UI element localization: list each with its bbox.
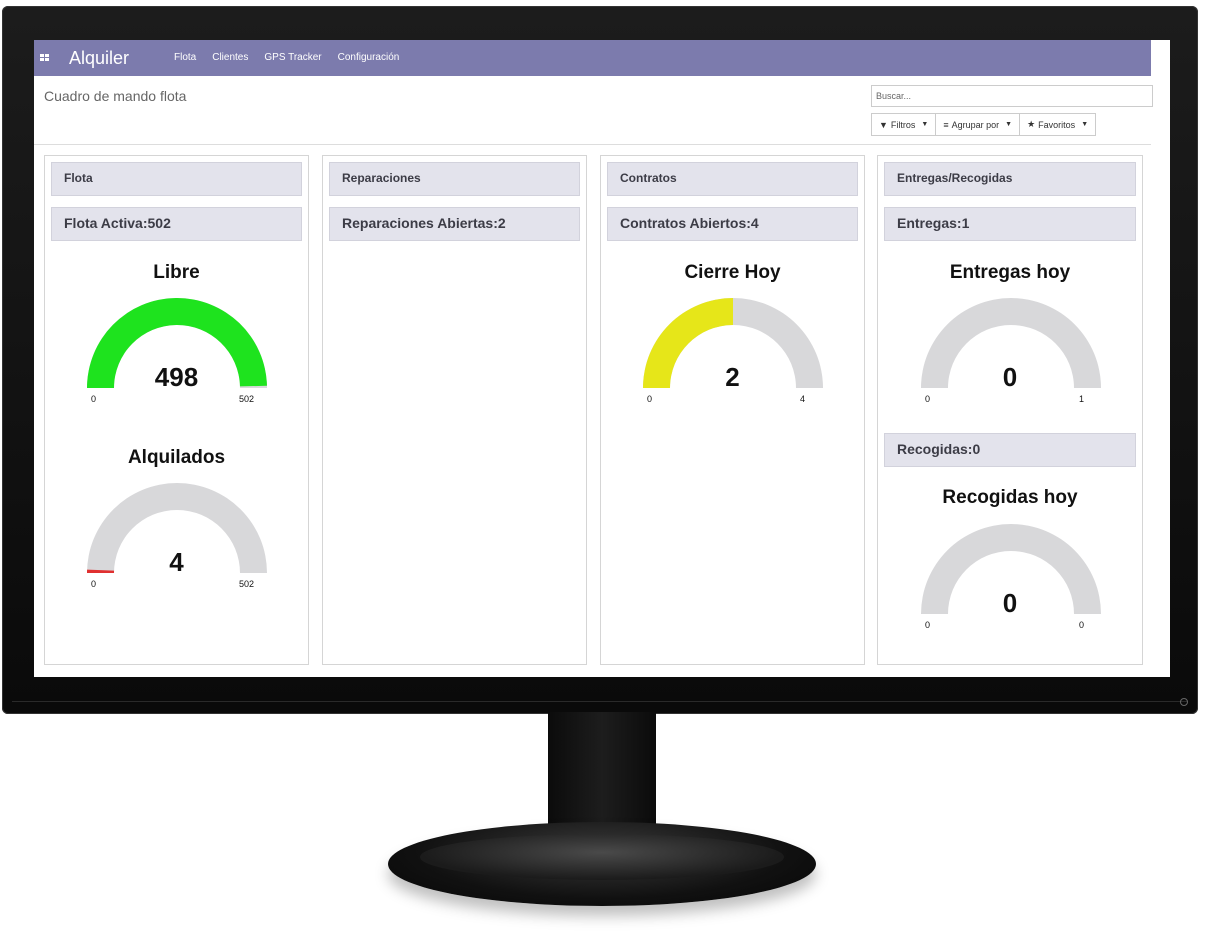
star-icon: ★ [1027, 119, 1036, 129]
gauge-libre [87, 298, 267, 388]
menu-item-gps-tracker[interactable]: GPS Tracker [264, 52, 322, 63]
menu-item-configuracion[interactable]: Configuración [337, 52, 400, 63]
caret-down-icon: ▼ [1005, 121, 1013, 128]
control-panel-divider [34, 144, 1151, 145]
gauge-title: Recogidas hoy [942, 487, 1078, 508]
gauge-min: 0 [91, 394, 97, 404]
gauge-value: 2 [725, 362, 740, 392]
gauge-min: 0 [647, 394, 653, 404]
summary-box[interactable]: Entregas:1 [884, 207, 1136, 241]
gauge-min: 0 [925, 394, 931, 404]
app-title: Alquiler [69, 48, 130, 68]
gauge-max: 502 [239, 394, 255, 404]
search-input[interactable] [871, 85, 1153, 107]
summary-box[interactable]: Recogidas:0 [884, 433, 1136, 467]
gauge-title: Alquilados [127, 447, 226, 468]
search-options: ▼ Filtros ▼ ≡ Agrupar por ▼ ★ Favoritos … [871, 113, 1097, 136]
column-contratos: Contratos Contratos Abiertos:4 Cierre Ho… [600, 155, 865, 665]
gauge-value: 0 [1002, 362, 1018, 392]
summary-box[interactable]: Contratos Abiertos:4 [607, 207, 858, 241]
gauge-min: 0 [91, 579, 97, 589]
gauge-max: 0 [1079, 620, 1085, 630]
column-reparaciones: Reparaciones Reparaciones Abiertas:2 [322, 155, 587, 665]
summary-box[interactable]: Reparaciones Abiertas:2 [329, 207, 580, 241]
gauge-fill [643, 298, 733, 388]
favorites-button[interactable]: ★ Favoritos ▼ [1019, 113, 1097, 136]
gauge-max: 4 [800, 394, 806, 404]
column-header: Reparaciones [329, 162, 580, 196]
gauge-title: Cierre Hoy [684, 262, 781, 283]
gauge-track [921, 298, 1101, 388]
caret-down-icon: ▼ [921, 121, 929, 128]
filter-icon: ▼ [879, 119, 888, 130]
breadcrumb: Cuadro de mando flota [44, 88, 187, 104]
apps-grid-icon[interactable] [40, 54, 49, 61]
gauge-value: 4 [169, 547, 184, 577]
gauge-cierre-hoy [643, 298, 823, 388]
gauge-value: 498 [154, 362, 199, 392]
menu-item-clientes[interactable]: Clientes [212, 52, 249, 63]
group-by-label: Agrupar por [951, 119, 1000, 130]
summary-box[interactable]: Flota Activa:502 [51, 207, 302, 241]
gauge-title: Libre [153, 262, 200, 283]
gauge-max: 1 [1079, 394, 1085, 404]
menu-item-flota[interactable]: Flota [174, 52, 197, 63]
gauge-value: 0 [1002, 588, 1018, 618]
gauge-track [921, 524, 1101, 614]
column-header: Contratos [607, 162, 858, 196]
column-flota: Flota Flota Activa:502 Libre 498 0 502 A… [44, 155, 309, 665]
gauge-title: Entregas hoy [949, 262, 1071, 283]
bars-icon: ≡ [943, 119, 949, 130]
gauge-fill [87, 298, 267, 388]
column-entregas-recogidas: Entregas/Recogidas Entregas:1 Entregas h… [877, 155, 1143, 665]
gauge-min: 0 [925, 620, 931, 630]
favorites-label: Favoritos [1038, 119, 1076, 130]
monitor-bezel-ridge [12, 701, 1188, 708]
monitor-stand-neck [548, 712, 656, 842]
gauge-max: 502 [239, 579, 255, 589]
caret-down-icon: ▼ [1081, 121, 1089, 128]
main-menu: Flota Clientes GPS Tracker Configuración [174, 52, 399, 63]
column-header: Flota [51, 162, 302, 196]
group-by-button[interactable]: ≡ Agrupar por ▼ [935, 113, 1021, 136]
power-icon [1180, 698, 1188, 706]
gauge-track [87, 483, 267, 573]
gauge-alquilados [87, 483, 267, 573]
filters-button[interactable]: ▼ Filtros ▼ [871, 113, 937, 136]
top-navbar: Alquiler Flota Clientes GPS Tracker Conf… [34, 40, 1151, 76]
monitor-stand-base-top [420, 834, 784, 880]
gauge-fill [87, 569, 115, 573]
gauge-recogidas-hoy [921, 524, 1101, 614]
column-header: Entregas/Recogidas [884, 162, 1136, 196]
filters-label: Filtros [890, 119, 916, 130]
screen: Alquiler Flota Clientes GPS Tracker Conf… [34, 40, 1170, 677]
gauge-entregas-hoy [921, 298, 1101, 388]
